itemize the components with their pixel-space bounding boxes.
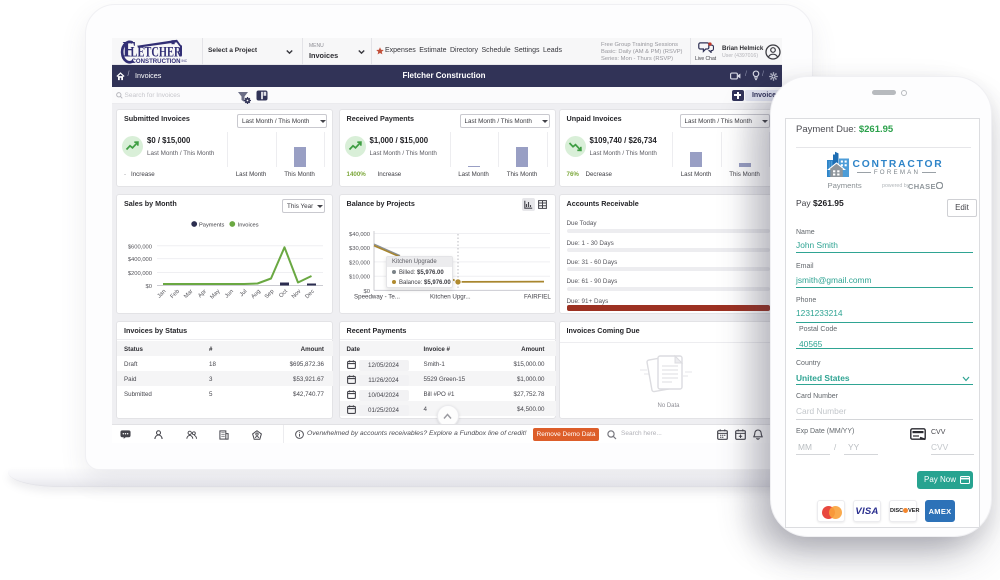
svg-text:$600,000: $600,000 [128, 244, 152, 250]
svg-text:Aug: Aug [250, 288, 262, 300]
svg-text:F: F [123, 39, 136, 62]
svg-text:LETCHER: LETCHER [131, 45, 182, 61]
svg-text:$20,000: $20,000 [349, 260, 370, 266]
svg-text:Mar: Mar [183, 288, 194, 299]
svg-text:FAIRFIEL: FAIRFIEL [524, 293, 551, 300]
svg-text:Oct: Oct [278, 288, 289, 299]
svg-text:Invoices: Invoices [238, 222, 259, 228]
svg-text:$40,000: $40,000 [349, 232, 370, 238]
svg-text:Jul: Jul [239, 288, 248, 297]
svg-text:Payments: Payments [199, 222, 224, 228]
svg-text:$200,000: $200,000 [128, 271, 152, 277]
svg-text:$0: $0 [146, 284, 152, 290]
svg-text:Jun: Jun [224, 288, 235, 299]
svg-text:Kitchen Upgr...: Kitchen Upgr... [430, 293, 471, 300]
svg-text:$10,000: $10,000 [349, 274, 370, 280]
svg-text:May: May [209, 288, 221, 300]
svg-text:$30,000: $30,000 [349, 246, 370, 252]
svg-text:Dec: Dec [304, 288, 316, 300]
svg-text:Apr: Apr [197, 288, 208, 299]
svg-text:INC: INC [182, 59, 188, 63]
svg-text:CONSTRUCTION: CONSTRUCTION [132, 58, 181, 64]
svg-text:Jan: Jan [157, 288, 168, 299]
svg-text:Sep: Sep [264, 288, 276, 300]
svg-text:$400,000: $400,000 [128, 257, 152, 263]
svg-text:$0: $0 [363, 289, 369, 295]
svg-text:Nov: Nov [291, 288, 303, 300]
svg-text:Speedway - Te...: Speedway - Te... [354, 293, 400, 300]
svg-text:Feb: Feb [170, 288, 181, 299]
